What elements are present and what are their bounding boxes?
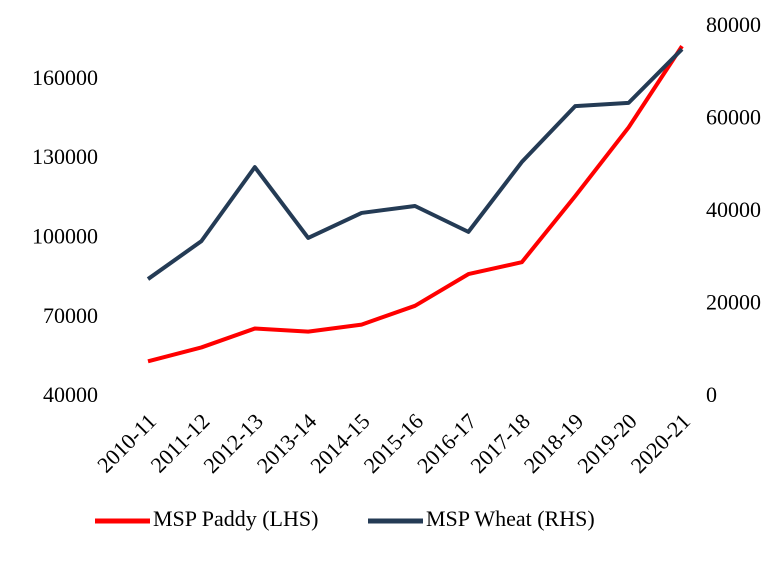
y-tick-label: 70000 [43, 303, 98, 328]
line [147, 45, 684, 364]
y2-tick-label: 20000 [706, 290, 761, 315]
x-tick-label: 2010-11 [92, 408, 161, 477]
legend-label: MSP Wheat (RHS) [426, 506, 595, 531]
x-tick-label: 2016-17 [412, 408, 482, 478]
y-tick-label: 130000 [32, 144, 98, 169]
x-tick-label: 2014-15 [305, 408, 375, 478]
y-tick-label: 100000 [32, 223, 98, 248]
x-tick-label: 2018-19 [519, 408, 589, 478]
x-tick-label: 2020-21 [626, 408, 696, 478]
x-tick-label: 2013-14 [252, 408, 322, 478]
y2-tick-label: 60000 [706, 105, 761, 130]
y-tick-label: 160000 [32, 65, 98, 90]
y-tick-label: 40000 [43, 382, 98, 407]
x-tick-label: 2012-13 [198, 408, 268, 478]
x-tick-label: 2015-16 [359, 408, 429, 478]
line [146, 47, 684, 281]
x-tick-label: 2017-18 [465, 408, 535, 478]
y2-tick-label: 80000 [706, 12, 761, 37]
y2-tick-label: 40000 [706, 197, 761, 222]
legend-label: MSP Paddy (LHS) [153, 506, 318, 531]
x-tick-label: 2019-20 [572, 408, 642, 478]
y2-tick-label: 0 [706, 382, 717, 407]
